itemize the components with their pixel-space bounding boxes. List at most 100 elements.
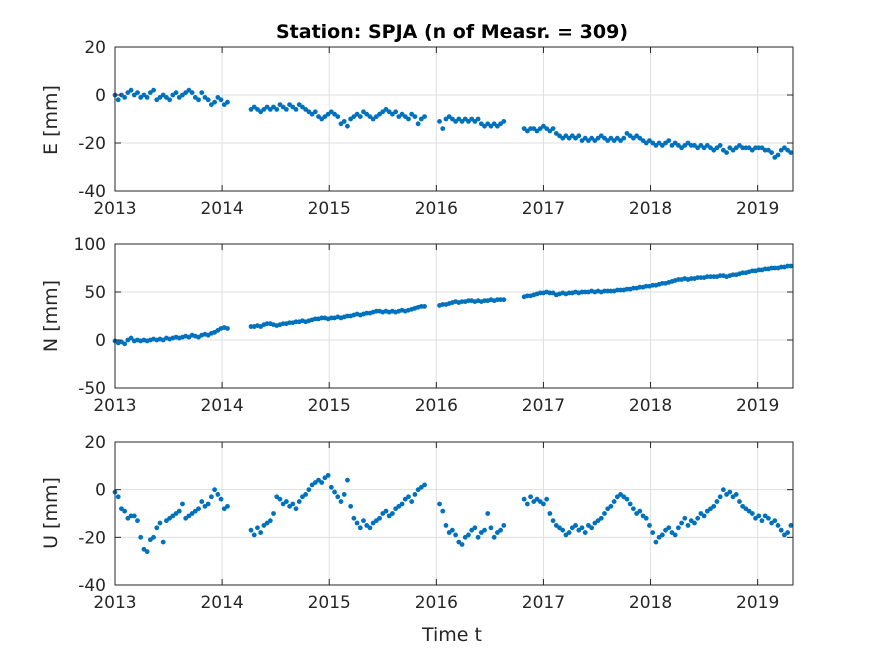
y-tick-label: 20 (84, 433, 106, 453)
data-point (582, 530, 588, 535)
data-point (501, 297, 507, 303)
data-point (290, 501, 296, 507)
data-point (180, 501, 185, 507)
data-point (769, 150, 774, 156)
data-point (332, 489, 337, 495)
data-point (443, 523, 449, 528)
data-point (390, 511, 395, 516)
data-point (354, 520, 360, 526)
data-point (643, 515, 649, 521)
panel-north: 2013 2014 2015 2016 2017 2018 2019 -50 0 50 100 N … (40, 235, 794, 416)
data-point (173, 90, 179, 95)
data-point (598, 515, 604, 521)
data-point (501, 523, 507, 528)
data-point (602, 511, 607, 516)
data-point (122, 508, 128, 514)
data-point (271, 511, 276, 516)
data-point (144, 95, 150, 100)
data-point (579, 525, 585, 531)
data-point (422, 482, 427, 488)
data-point (550, 126, 556, 131)
panel-north-points (112, 263, 794, 347)
data-point (675, 525, 681, 531)
data-point (357, 525, 363, 531)
data-point (122, 95, 128, 100)
data-point (128, 87, 134, 93)
data-point (345, 477, 350, 483)
x-tick-label: 2014 (200, 593, 243, 613)
data-point (296, 499, 302, 504)
data-point (611, 499, 617, 504)
data-point (144, 549, 150, 555)
data-point (608, 503, 614, 509)
data-point (215, 492, 221, 497)
panel-up-ylabel: U [mm] (40, 477, 62, 549)
data-point (248, 527, 254, 533)
data-point (151, 534, 156, 540)
data-point (160, 539, 166, 545)
x-tick-label: 2015 (308, 199, 351, 219)
y-tick-label: -50 (78, 379, 106, 399)
data-point (717, 143, 723, 148)
data-point (788, 523, 794, 528)
data-point (440, 508, 446, 514)
data-point (312, 109, 318, 115)
data-point (733, 492, 739, 497)
data-point (345, 123, 350, 129)
data-point (351, 515, 357, 521)
data-point (212, 487, 218, 493)
data-point (528, 494, 533, 500)
data-point (666, 138, 672, 144)
x-tick-label: 2014 (200, 396, 243, 416)
data-point (566, 530, 572, 535)
data-point (737, 499, 742, 504)
y-tick-label: -20 (78, 528, 106, 548)
chart-title: Station: SPJA (n of Measr. = 309) (276, 21, 628, 43)
data-point (277, 496, 283, 502)
data-point (720, 487, 726, 493)
data-point (251, 532, 257, 538)
data-point (756, 513, 762, 519)
x-tick-label: 2019 (736, 593, 779, 613)
data-point (348, 503, 354, 509)
panel-up-points (112, 472, 794, 555)
data-point (631, 506, 636, 512)
data-point (440, 126, 446, 131)
y-tick-label: -20 (78, 134, 106, 154)
x-tick-label: 2015 (308, 396, 351, 416)
data-point (328, 484, 334, 490)
data-point (283, 499, 289, 504)
y-tick-label: 50 (84, 283, 106, 303)
data-point (196, 97, 201, 103)
data-point (544, 496, 550, 502)
data-point (338, 499, 344, 504)
data-point (621, 135, 627, 141)
x-tick-label: 2013 (93, 396, 136, 416)
data-point (383, 508, 389, 514)
data-point (225, 326, 230, 331)
data-point (501, 119, 507, 124)
data-point (415, 121, 421, 127)
data-point (189, 90, 195, 95)
data-point (274, 107, 280, 112)
data-point (775, 523, 781, 528)
data-point (319, 480, 325, 485)
x-tick-label: 2018 (629, 396, 672, 416)
data-point (205, 97, 211, 103)
data-point (541, 501, 546, 507)
data-point (775, 152, 781, 158)
data-point (115, 494, 121, 500)
data-point (711, 503, 717, 509)
data-point (685, 523, 691, 528)
data-point (459, 542, 465, 547)
x-tick-label: 2016 (415, 593, 458, 613)
data-point (303, 492, 309, 497)
data-point (225, 99, 230, 105)
panel-north-ylabel: N [mm] (40, 280, 62, 352)
data-point (157, 520, 163, 526)
panel-up-grid (114, 441, 793, 586)
data-point (488, 525, 494, 531)
x-tick-label: 2014 (200, 199, 243, 219)
data-point (325, 472, 331, 478)
y-tick-label: -40 (78, 182, 106, 202)
